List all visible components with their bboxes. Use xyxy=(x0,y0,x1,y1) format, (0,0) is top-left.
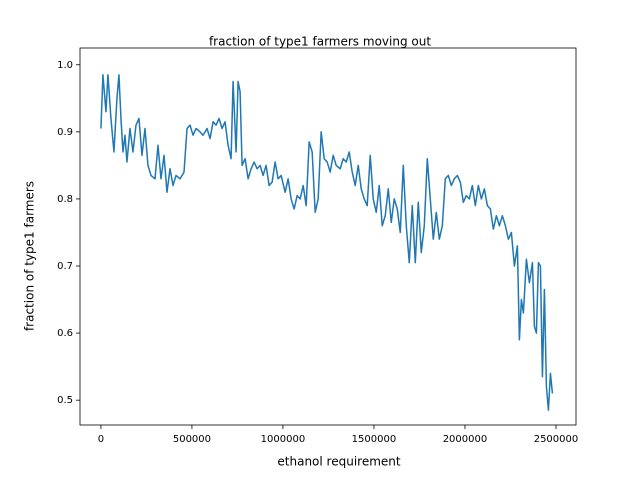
x-tick-label: 1000000 xyxy=(261,434,306,445)
y-tick-label: 1.0 xyxy=(57,60,73,71)
y-tick-label: 0.5 xyxy=(57,395,73,406)
y-tick-label: 0.9 xyxy=(57,127,73,138)
x-tick-label: 2000000 xyxy=(443,434,488,445)
chart-title: fraction of type1 farmers moving out xyxy=(209,35,431,49)
x-tick-label: 0 xyxy=(98,434,104,445)
x-tick-label: 500000 xyxy=(173,434,211,445)
data-line xyxy=(100,74,554,411)
x-axis-label: ethanol requirement xyxy=(277,455,400,469)
plot-frame xyxy=(79,47,577,426)
y-tick-label: 0.7 xyxy=(57,261,73,272)
x-tick-label: 1500000 xyxy=(352,434,397,445)
y-axis-label: fraction of type1 farmers xyxy=(23,181,37,331)
y-tick-label: 0.8 xyxy=(57,194,73,205)
y-tick-label: 0.6 xyxy=(57,328,73,339)
x-tick-label: 2500000 xyxy=(534,434,579,445)
